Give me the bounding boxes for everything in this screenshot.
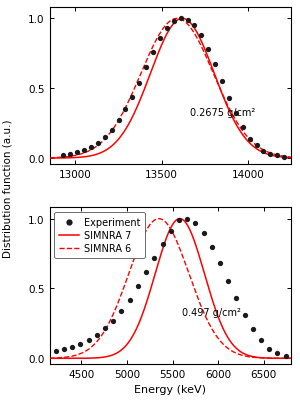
Text: Distribution function (a.u.): Distribution function (a.u.)	[2, 119, 13, 257]
Text: 0.497 g/cm²: 0.497 g/cm²	[182, 308, 241, 317]
X-axis label: Energy (keV): Energy (keV)	[134, 384, 206, 394]
Legend: Experiment, SIMNRA 7, SIMNRA 6: Experiment, SIMNRA 7, SIMNRA 6	[54, 213, 145, 258]
Text: 0.2675 g/cm²: 0.2675 g/cm²	[190, 108, 255, 118]
